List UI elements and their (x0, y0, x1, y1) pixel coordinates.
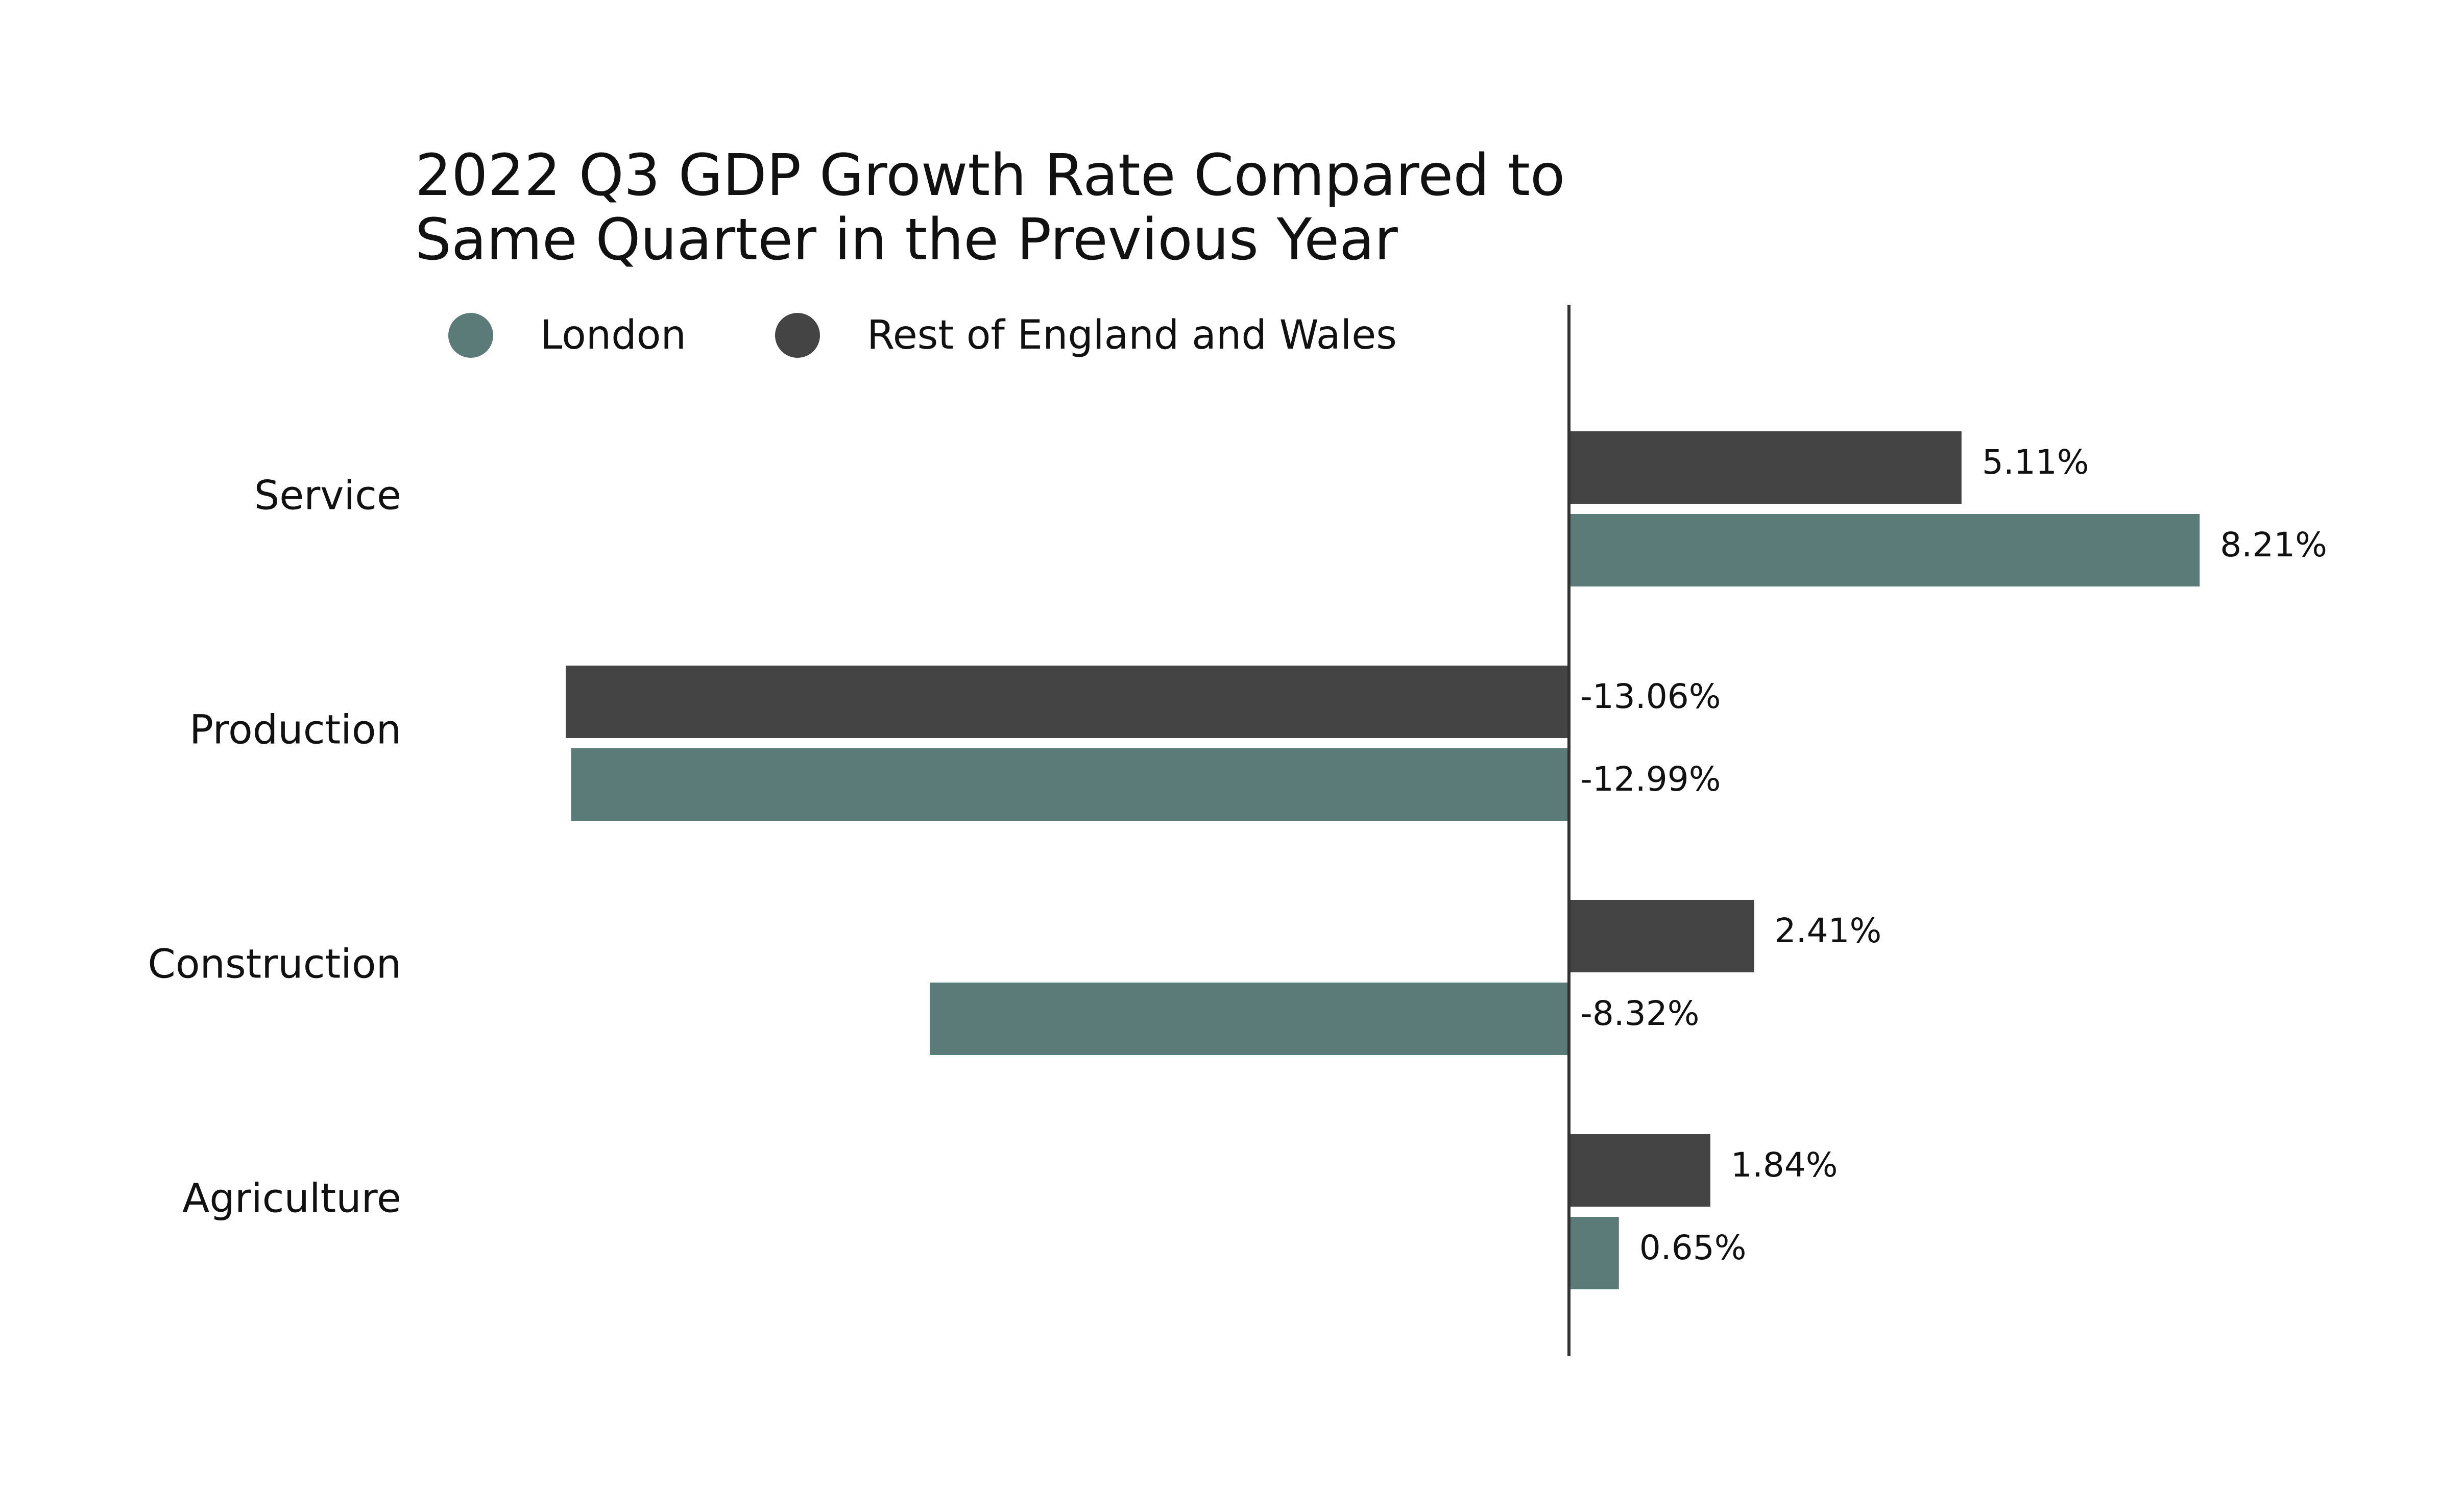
legend-london-marker (448, 313, 493, 358)
bar-rest-of-england-and-wales-agriculture (1569, 1134, 1710, 1207)
category-label-production: Production (189, 707, 401, 753)
chart-title-line-1: 2022 Q3 GDP Growth Rate Compared to (415, 142, 1565, 209)
value-label-rest-of-england-and-wales-service: 5.11% (1982, 443, 2089, 482)
bar-london-agriculture (1569, 1217, 1619, 1289)
bar-london-construction (930, 983, 1569, 1055)
bar-london-service (1569, 514, 2200, 586)
bar-rest-of-england-and-wales-construction (1569, 900, 1754, 972)
bar-london-production (571, 748, 1569, 821)
category-label-agriculture: Agriculture (182, 1175, 401, 1221)
value-label-rest-of-england-and-wales-construction: 2.41% (1775, 911, 1882, 950)
value-label-london-agriculture: 0.65% (1639, 1228, 1747, 1267)
legend-rest-label: Rest of England and Wales (867, 312, 1397, 358)
value-label-london-production: -12.99% (1580, 760, 1721, 799)
bar-rest-of-england-and-wales-service (1569, 431, 1962, 504)
value-label-london-construction: -8.32% (1580, 994, 1699, 1033)
value-label-london-service: 8.21% (2220, 525, 2327, 565)
chart-title-line-2: Same Quarter in the Previous Year (415, 207, 1398, 273)
value-label-rest-of-england-and-wales-agriculture: 1.84% (1731, 1145, 1838, 1185)
category-label-service: Service (254, 473, 401, 519)
legend-rest-marker (775, 313, 820, 358)
legend-london-label: London (540, 312, 686, 358)
category-label-construction: Construction (148, 941, 401, 987)
value-label-rest-of-england-and-wales-production: -13.06% (1580, 677, 1721, 716)
bar-rest-of-england-and-wales-production (566, 666, 1569, 738)
